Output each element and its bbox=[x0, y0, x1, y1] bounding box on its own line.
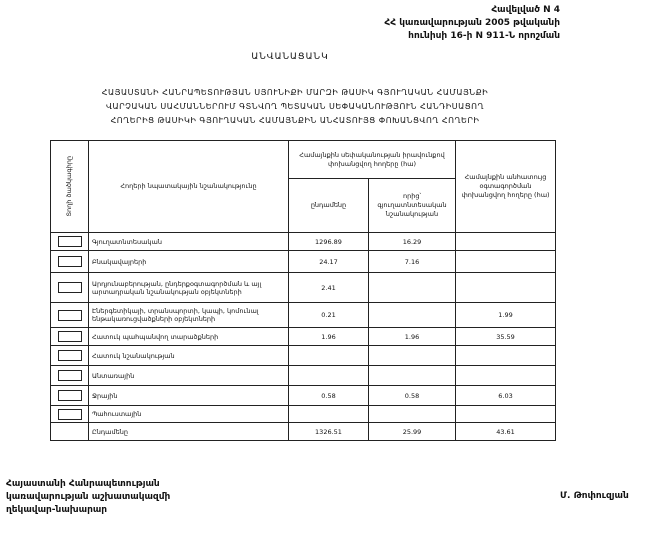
value-cell: 25.99 bbox=[368, 422, 456, 441]
subtitle-line: ՀՈՂԵՐԻՑ ԹԱՍԻԿԻ ԳՅՈՒՂԱԿԱՆ ՀԱՄԱՅՆՔԻՆ ԱՆՀԱՏ… bbox=[110, 116, 480, 125]
value-cell bbox=[455, 250, 556, 273]
code-cell bbox=[50, 232, 89, 251]
signature: Մ. Թոփուզյան bbox=[560, 491, 629, 501]
table-row: Հատուկ նշանակության bbox=[50, 345, 556, 366]
title: ԱՆՎԱՆԱՑԱՆԿ bbox=[251, 52, 329, 62]
subtitle-line: ՎԱՐՉԱԿԱՆ ՍԱՀՄԱՆՆԵՐՈՒՄ ԳՏՆՎՈՂ ՊԵՏԱԿԱՆ ՍԵՓ… bbox=[105, 102, 485, 111]
label-cell: Էներգետիկայի, տրանսպորտի, կապի, կոմունալ… bbox=[88, 302, 289, 328]
header: Հավելված N 4 ՀՀ կառավարության 2005 թվական… bbox=[380, 4, 560, 43]
table-row: Անտառային bbox=[50, 365, 556, 386]
label-cell: Հատուկ նշանակության bbox=[88, 345, 289, 366]
code-box bbox=[57, 390, 82, 401]
value-cell bbox=[455, 365, 556, 386]
value-cell: 43.61 bbox=[455, 422, 556, 441]
label-cell: Ընդամենը bbox=[88, 422, 289, 441]
header-line: հունիսի 16-ի N 911-Ն որոշման bbox=[408, 31, 560, 41]
code-header: Տողի ծածկագիրը bbox=[65, 156, 73, 217]
value-cell: 1326.51 bbox=[288, 422, 369, 441]
table-row: Գյուղատնտեսական 1296.89 16.29 bbox=[50, 232, 556, 251]
header-cell: Համայնքին անհատույց օգտագործման փոխանցվո… bbox=[455, 140, 556, 233]
table-row: Էներգետիկայի, տրանսպորտի, կապի, կոմունալ… bbox=[50, 302, 556, 328]
value-cell: 0.21 bbox=[288, 302, 369, 328]
value-cell bbox=[455, 272, 556, 303]
header-cell: ընդամենը bbox=[288, 178, 369, 233]
value-cell bbox=[368, 302, 456, 328]
label-cell: Արդյունաբերության, ընդերքօգտագործման և ա… bbox=[88, 272, 289, 303]
subtitle-line: ՀԱՅԱՍՏԱՆԻ ՀԱՆՐԱՊԵՏՈՒԹՅԱՆ ՍՅՈՒՆԻՔԻ ՄԱՐԶԻ … bbox=[101, 88, 489, 97]
code-box bbox=[57, 331, 82, 342]
code-cell bbox=[50, 327, 89, 346]
header-cell: Հողերի նպատակային նշանակությունը bbox=[88, 140, 289, 233]
header-cell: Համայնքին սեփականության իրավունքով փոխան… bbox=[288, 140, 456, 179]
value-cell bbox=[288, 365, 369, 386]
header-line: ՀՀ կառավարության 2005 թվականի bbox=[384, 18, 560, 28]
value-cell bbox=[455, 232, 556, 251]
header-line: Հավելված N 4 bbox=[491, 5, 560, 15]
code-cell bbox=[50, 422, 89, 441]
code-box bbox=[57, 282, 82, 293]
value-cell: 6.03 bbox=[455, 385, 556, 406]
value-cell: 1.99 bbox=[455, 302, 556, 328]
value-cell bbox=[288, 405, 369, 423]
table-row: Հատուկ պահպանվող տարածքների 1.96 1.96 35.59 bbox=[50, 327, 556, 346]
value-cell: 0.58 bbox=[288, 385, 369, 406]
value-cell bbox=[368, 272, 456, 303]
table-row: Ջրային 0.58 0.58 6.03 bbox=[50, 385, 556, 406]
code-cell bbox=[50, 272, 89, 303]
value-cell: 1.96 bbox=[368, 327, 456, 346]
value-cell: 7.16 bbox=[368, 250, 456, 273]
value-cell: 1296.89 bbox=[288, 232, 369, 251]
footer-line: կառավարության աշխատակազմի bbox=[6, 492, 171, 502]
code-box bbox=[57, 236, 82, 247]
code-cell bbox=[50, 250, 89, 273]
footer-line: ղեկավար-նախարար bbox=[6, 505, 108, 515]
code-cell bbox=[50, 365, 89, 386]
code-box bbox=[57, 256, 82, 267]
value-cell: 1.96 bbox=[288, 327, 369, 346]
code-box bbox=[57, 309, 82, 321]
value-cell bbox=[455, 345, 556, 366]
footer-position: Հայաստանի Հանրապետության կառավարության աշ… bbox=[6, 478, 170, 517]
code-box bbox=[57, 370, 82, 381]
value-cell bbox=[368, 405, 456, 423]
label-cell: Ջրային bbox=[88, 385, 289, 406]
label-cell: Բնակավայրերի bbox=[88, 250, 289, 273]
code-box bbox=[57, 408, 82, 420]
code-box bbox=[57, 350, 82, 361]
value-cell: 35.59 bbox=[455, 327, 556, 346]
value-cell bbox=[288, 345, 369, 366]
code-cell bbox=[50, 345, 89, 366]
value-cell: 0.58 bbox=[368, 385, 456, 406]
subtitle: ՀԱՅԱՍՏԱՆԻ ՀԱՆՐԱՊԵՏՈՒԹՅԱՆ ՍՅՈՒՆԻՔԻ ՄԱՐԶԻ … bbox=[30, 86, 560, 128]
table-row: Ընդամենը 1326.51 25.99 43.61 bbox=[50, 422, 556, 441]
value-cell bbox=[368, 345, 456, 366]
header-cell: Տողի ծածկագիրը bbox=[50, 140, 89, 233]
code-cell bbox=[50, 405, 89, 423]
label-cell: Գյուղատնտեսական bbox=[88, 232, 289, 251]
code-cell bbox=[50, 302, 89, 328]
value-cell bbox=[368, 365, 456, 386]
land-table: Տողի ծածկագիրը Հողերի նպատակային նշանակո… bbox=[50, 140, 556, 441]
table-row: Պահուստային bbox=[50, 405, 556, 423]
footer-line: Հայաստանի Հանրապետության bbox=[6, 479, 160, 489]
header-cell: որից՝ գյուղատնտեսական նշանակության bbox=[368, 178, 456, 233]
label-cell: Հատուկ պահպանվող տարածքների bbox=[88, 327, 289, 346]
label-cell: Պահուստային bbox=[88, 405, 289, 423]
table-row: Բնակավայրերի 24.17 7.16 bbox=[50, 250, 556, 273]
value-cell: 2.41 bbox=[288, 272, 369, 303]
value-cell: 16.29 bbox=[368, 232, 456, 251]
table-row: Արդյունաբերության, ընդերքօգտագործման և ա… bbox=[50, 272, 556, 303]
value-cell bbox=[455, 405, 556, 423]
label-cell: Անտառային bbox=[88, 365, 289, 386]
code-cell bbox=[50, 385, 89, 406]
value-cell: 24.17 bbox=[288, 250, 369, 273]
